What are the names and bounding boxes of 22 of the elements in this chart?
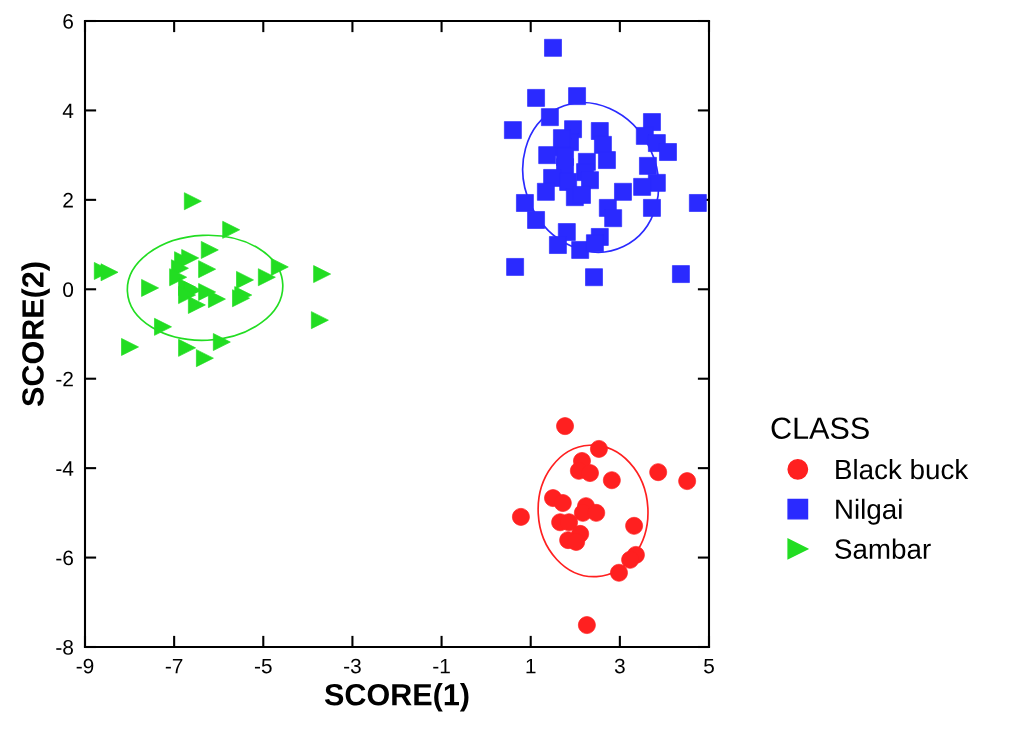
y-axis-title: SCORE(2) [21, 262, 50, 407]
y-tick-label: 0 [63, 282, 74, 298]
legend-title: CLASS [771, 417, 869, 440]
x-tick-label: -5 [254, 658, 272, 674]
legend-label: Nilgai [836, 498, 902, 525]
legend-label: Black buck [836, 458, 969, 480]
y-tick-label: -6 [56, 550, 73, 566]
x-tick-label: 5 [704, 658, 714, 674]
y-tick-label: -8 [56, 640, 73, 655]
y-tick-label: -4 [56, 461, 74, 476]
y-tick-label: 2 [63, 192, 73, 208]
x-tick-label: -1 [433, 658, 450, 674]
x-tick-label: 3 [614, 658, 625, 674]
x-tick-label: 1 [526, 658, 536, 674]
y-tick-label: -2 [56, 371, 73, 387]
x-tick-label: -9 [76, 658, 94, 674]
x-tick-label: -7 [165, 658, 183, 674]
legend-label: Sambar [835, 538, 931, 559]
x-tick-label: -3 [344, 658, 361, 674]
y-tick-label: 4 [62, 103, 74, 118]
y-tick-label: 6 [63, 14, 73, 29]
x-axis-title: SCORE(1) [324, 683, 469, 712]
